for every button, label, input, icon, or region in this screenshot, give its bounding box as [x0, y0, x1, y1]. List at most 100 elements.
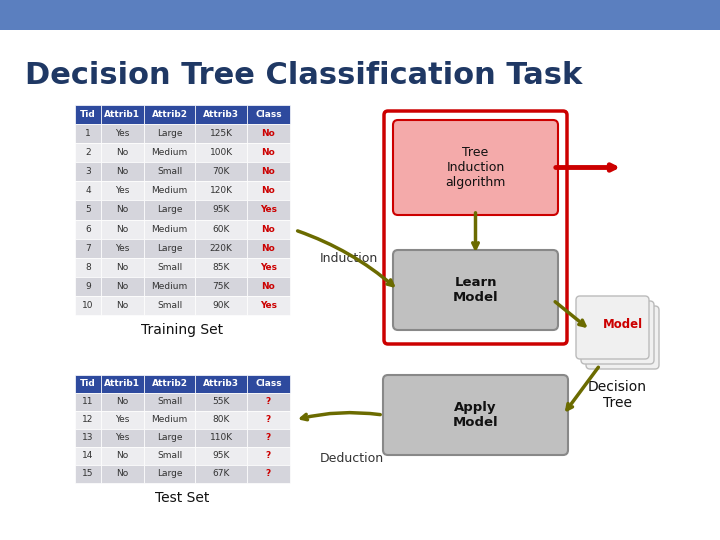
Bar: [101, 105, 144, 124]
Text: No: No: [116, 263, 128, 272]
FancyBboxPatch shape: [581, 301, 654, 364]
Text: Tid: Tid: [80, 380, 96, 388]
Bar: [75, 465, 101, 483]
Text: No: No: [116, 167, 128, 177]
Text: Model: Model: [603, 319, 642, 332]
Text: No: No: [116, 282, 128, 291]
Text: Yes: Yes: [115, 434, 130, 442]
Bar: [101, 393, 144, 411]
Text: Medium: Medium: [151, 186, 188, 195]
FancyBboxPatch shape: [383, 375, 568, 455]
Bar: [101, 375, 144, 393]
Text: ?: ?: [266, 397, 271, 407]
Bar: [75, 105, 101, 124]
Bar: [247, 277, 290, 296]
Bar: [195, 429, 247, 447]
Text: 70K: 70K: [212, 167, 230, 177]
Text: Small: Small: [157, 263, 182, 272]
Bar: [195, 277, 247, 296]
Bar: [144, 220, 195, 239]
Text: Attrib2: Attrib2: [152, 380, 188, 388]
Text: Large: Large: [157, 469, 182, 478]
Text: Medium: Medium: [151, 415, 188, 424]
Bar: [195, 181, 247, 200]
Text: Tree
Induction
algorithm: Tree Induction algorithm: [445, 146, 505, 189]
Text: 7: 7: [85, 244, 91, 253]
Bar: [195, 465, 247, 483]
Bar: [247, 447, 290, 465]
Text: Medium: Medium: [151, 282, 188, 291]
Text: 55K: 55K: [212, 397, 230, 407]
Bar: [101, 447, 144, 465]
Bar: [247, 429, 290, 447]
Text: 100K: 100K: [210, 148, 233, 157]
Text: Attrib1: Attrib1: [104, 380, 140, 388]
Text: Attrib2: Attrib2: [152, 110, 188, 119]
Text: No: No: [261, 167, 275, 177]
Bar: [101, 296, 144, 315]
Bar: [75, 258, 101, 277]
Bar: [247, 258, 290, 277]
Bar: [195, 375, 247, 393]
Bar: [75, 163, 101, 181]
Bar: [75, 124, 101, 143]
Bar: [195, 163, 247, 181]
Bar: [144, 239, 195, 258]
Text: 4: 4: [85, 186, 91, 195]
Bar: [247, 239, 290, 258]
Text: 220K: 220K: [210, 244, 233, 253]
Bar: [75, 375, 101, 393]
Bar: [144, 375, 195, 393]
Bar: [195, 200, 247, 220]
Text: Training Set: Training Set: [141, 323, 224, 337]
Bar: [247, 105, 290, 124]
Bar: [75, 239, 101, 258]
Text: Yes: Yes: [115, 129, 130, 138]
Bar: [144, 277, 195, 296]
Bar: [144, 181, 195, 200]
Bar: [101, 277, 144, 296]
Text: Class: Class: [255, 110, 282, 119]
Text: 15: 15: [82, 469, 94, 478]
Text: Yes: Yes: [260, 206, 277, 214]
Bar: [247, 181, 290, 200]
Bar: [195, 124, 247, 143]
Text: 14: 14: [82, 451, 94, 461]
Bar: [247, 465, 290, 483]
FancyBboxPatch shape: [576, 296, 649, 359]
Text: Yes: Yes: [115, 244, 130, 253]
Bar: [101, 239, 144, 258]
Text: No: No: [116, 397, 128, 407]
Text: Attrib1: Attrib1: [104, 110, 140, 119]
Text: No: No: [116, 148, 128, 157]
FancyBboxPatch shape: [586, 306, 659, 369]
Bar: [247, 411, 290, 429]
Bar: [195, 220, 247, 239]
Text: 125K: 125K: [210, 129, 233, 138]
Bar: [247, 143, 290, 163]
Bar: [144, 143, 195, 163]
Bar: [247, 393, 290, 411]
Text: Small: Small: [157, 301, 182, 310]
Text: 80K: 80K: [212, 415, 230, 424]
Text: 9: 9: [85, 282, 91, 291]
Text: 2: 2: [85, 148, 91, 157]
Text: 110K: 110K: [210, 434, 233, 442]
Text: Medium: Medium: [151, 148, 188, 157]
Bar: [75, 411, 101, 429]
Bar: [75, 296, 101, 315]
Text: No: No: [116, 469, 128, 478]
Bar: [144, 465, 195, 483]
Text: No: No: [261, 225, 275, 234]
Text: No: No: [261, 148, 275, 157]
Bar: [195, 239, 247, 258]
Text: Deduction: Deduction: [320, 451, 384, 464]
Bar: [144, 105, 195, 124]
Bar: [144, 163, 195, 181]
Bar: [195, 143, 247, 163]
Text: 95K: 95K: [212, 451, 230, 461]
Text: No: No: [261, 282, 275, 291]
Text: 8: 8: [85, 263, 91, 272]
Bar: [75, 447, 101, 465]
Bar: [75, 220, 101, 239]
